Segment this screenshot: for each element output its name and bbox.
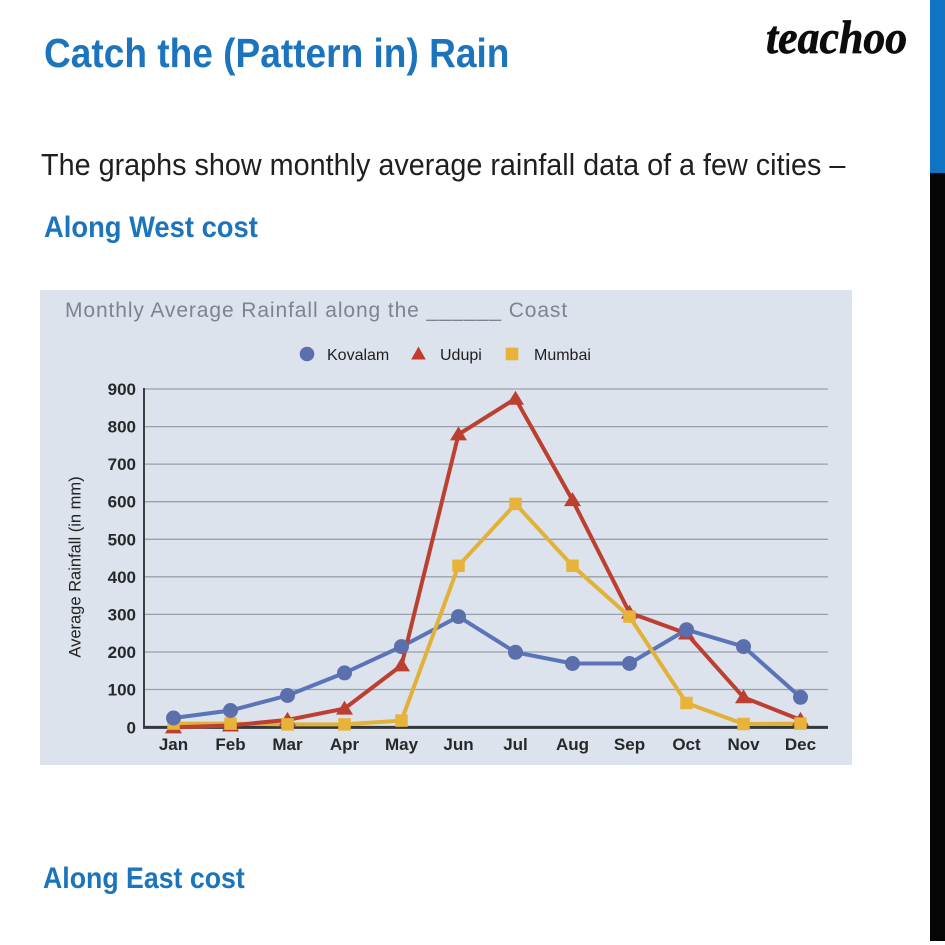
svg-text:Mar: Mar bbox=[272, 735, 303, 754]
svg-text:May: May bbox=[385, 735, 419, 754]
svg-text:Udupi: Udupi bbox=[440, 347, 482, 364]
svg-text:200: 200 bbox=[108, 643, 136, 662]
svg-text:100: 100 bbox=[108, 681, 136, 700]
svg-text:Oct: Oct bbox=[672, 735, 701, 754]
svg-text:Feb: Feb bbox=[215, 735, 245, 754]
svg-text:500: 500 bbox=[108, 530, 136, 549]
svg-text:Mumbai: Mumbai bbox=[534, 347, 591, 364]
svg-text:600: 600 bbox=[108, 493, 136, 512]
svg-text:Apr: Apr bbox=[330, 735, 360, 754]
svg-text:300: 300 bbox=[108, 605, 136, 624]
svg-text:400: 400 bbox=[108, 568, 136, 587]
svg-text:700: 700 bbox=[108, 455, 136, 474]
svg-text:Sep: Sep bbox=[614, 735, 645, 754]
svg-text:900: 900 bbox=[108, 380, 136, 399]
svg-text:Average Rainfall (in mm): Average Rainfall (in mm) bbox=[67, 476, 85, 657]
svg-text:Dec: Dec bbox=[785, 735, 816, 754]
svg-text:Kovalam: Kovalam bbox=[327, 347, 389, 364]
svg-text:Jun: Jun bbox=[443, 735, 473, 754]
svg-text:Jul: Jul bbox=[503, 735, 528, 754]
svg-text:800: 800 bbox=[108, 418, 136, 437]
svg-text:0: 0 bbox=[127, 718, 136, 737]
svg-text:Aug: Aug bbox=[556, 735, 589, 754]
svg-text:Monthly Average Rainfall along: Monthly Average Rainfall along the _____… bbox=[65, 299, 568, 322]
svg-text:Jan: Jan bbox=[159, 735, 188, 754]
svg-text:Nov: Nov bbox=[727, 735, 760, 754]
